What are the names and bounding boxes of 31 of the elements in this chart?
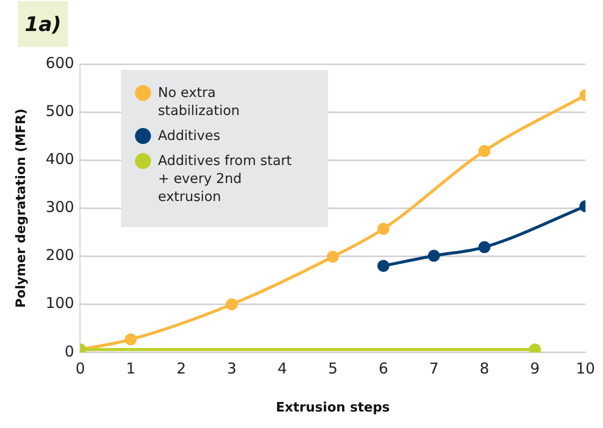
y-tick-label: 500: [46, 102, 74, 120]
x-tick-label: 9: [530, 359, 540, 378]
legend-label: No extra stabilization: [158, 84, 241, 120]
point: [478, 241, 490, 254]
x-tick-label: 4: [278, 359, 288, 378]
x-tick-label: 7: [429, 359, 439, 378]
legend-label: Additives: [158, 127, 220, 145]
point: [377, 260, 390, 272]
x-tick-label: 6: [378, 359, 388, 378]
point: [377, 222, 390, 235]
point: [124, 333, 137, 346]
point: [226, 298, 238, 310]
y-axis-title: Polymer degratation (MFR): [14, 108, 30, 308]
point: [428, 250, 440, 262]
x-tick-label: 8: [480, 359, 490, 378]
legend-label: Additives from start + every 2nd extrusion: [158, 152, 293, 206]
point: [326, 250, 339, 263]
x-axis-title: Extrusion steps: [276, 400, 390, 416]
y-tick-label: 600: [46, 54, 74, 72]
y-tick-label: 100: [46, 294, 74, 312]
x-tick-label: 10: [576, 359, 596, 378]
x-tick-label: 2: [176, 359, 186, 378]
y-tick-label: 300: [46, 198, 74, 216]
x-tick-label: 5: [328, 359, 338, 378]
y-tick-label: 200: [46, 246, 74, 264]
x-tick-label: 1: [126, 359, 136, 378]
y-tick-label: 0: [64, 342, 74, 360]
point: [478, 145, 490, 157]
y-tick-label: 400: [46, 150, 74, 168]
x-tick-label: 3: [227, 359, 237, 378]
chart-title: 1a): [18, 1, 68, 47]
